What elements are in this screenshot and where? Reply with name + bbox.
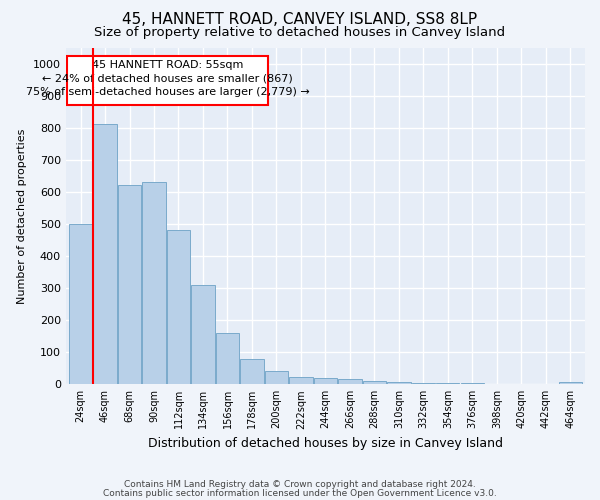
FancyBboxPatch shape (67, 56, 268, 105)
Text: Size of property relative to detached houses in Canvey Island: Size of property relative to detached ho… (94, 26, 506, 39)
Bar (412, 382, 435, 384)
Text: Contains HM Land Registry data © Crown copyright and database right 2024.: Contains HM Land Registry data © Crown c… (124, 480, 476, 489)
Text: Contains public sector information licensed under the Open Government Licence v3: Contains public sector information licen… (103, 489, 497, 498)
Bar (191, 285, 215, 384)
Bar (241, 358, 263, 384)
Text: 45, HANNETT ROAD, CANVEY ISLAND, SS8 8LP: 45, HANNETT ROAD, CANVEY ISLAND, SS8 8LP (122, 12, 478, 28)
Y-axis label: Number of detached properties: Number of detached properties (17, 128, 28, 304)
Bar (363, 381, 386, 384)
Text: 75% of semi-detached houses are larger (2,779) →: 75% of semi-detached houses are larger (… (26, 87, 310, 97)
Bar (314, 378, 337, 384)
Bar (265, 371, 288, 384)
Bar (118, 186, 141, 384)
Bar (167, 230, 190, 384)
Bar (436, 383, 460, 384)
Bar (338, 380, 362, 384)
Bar (289, 377, 313, 384)
Text: ← 24% of detached houses are smaller (867): ← 24% of detached houses are smaller (86… (42, 74, 293, 84)
Bar (559, 382, 582, 384)
Text: 45 HANNETT ROAD: 55sqm: 45 HANNETT ROAD: 55sqm (92, 60, 243, 70)
Bar (387, 382, 410, 384)
X-axis label: Distribution of detached houses by size in Canvey Island: Distribution of detached houses by size … (148, 437, 503, 450)
Bar (142, 182, 166, 384)
Bar (69, 224, 92, 384)
Bar (94, 124, 116, 384)
Bar (216, 333, 239, 384)
